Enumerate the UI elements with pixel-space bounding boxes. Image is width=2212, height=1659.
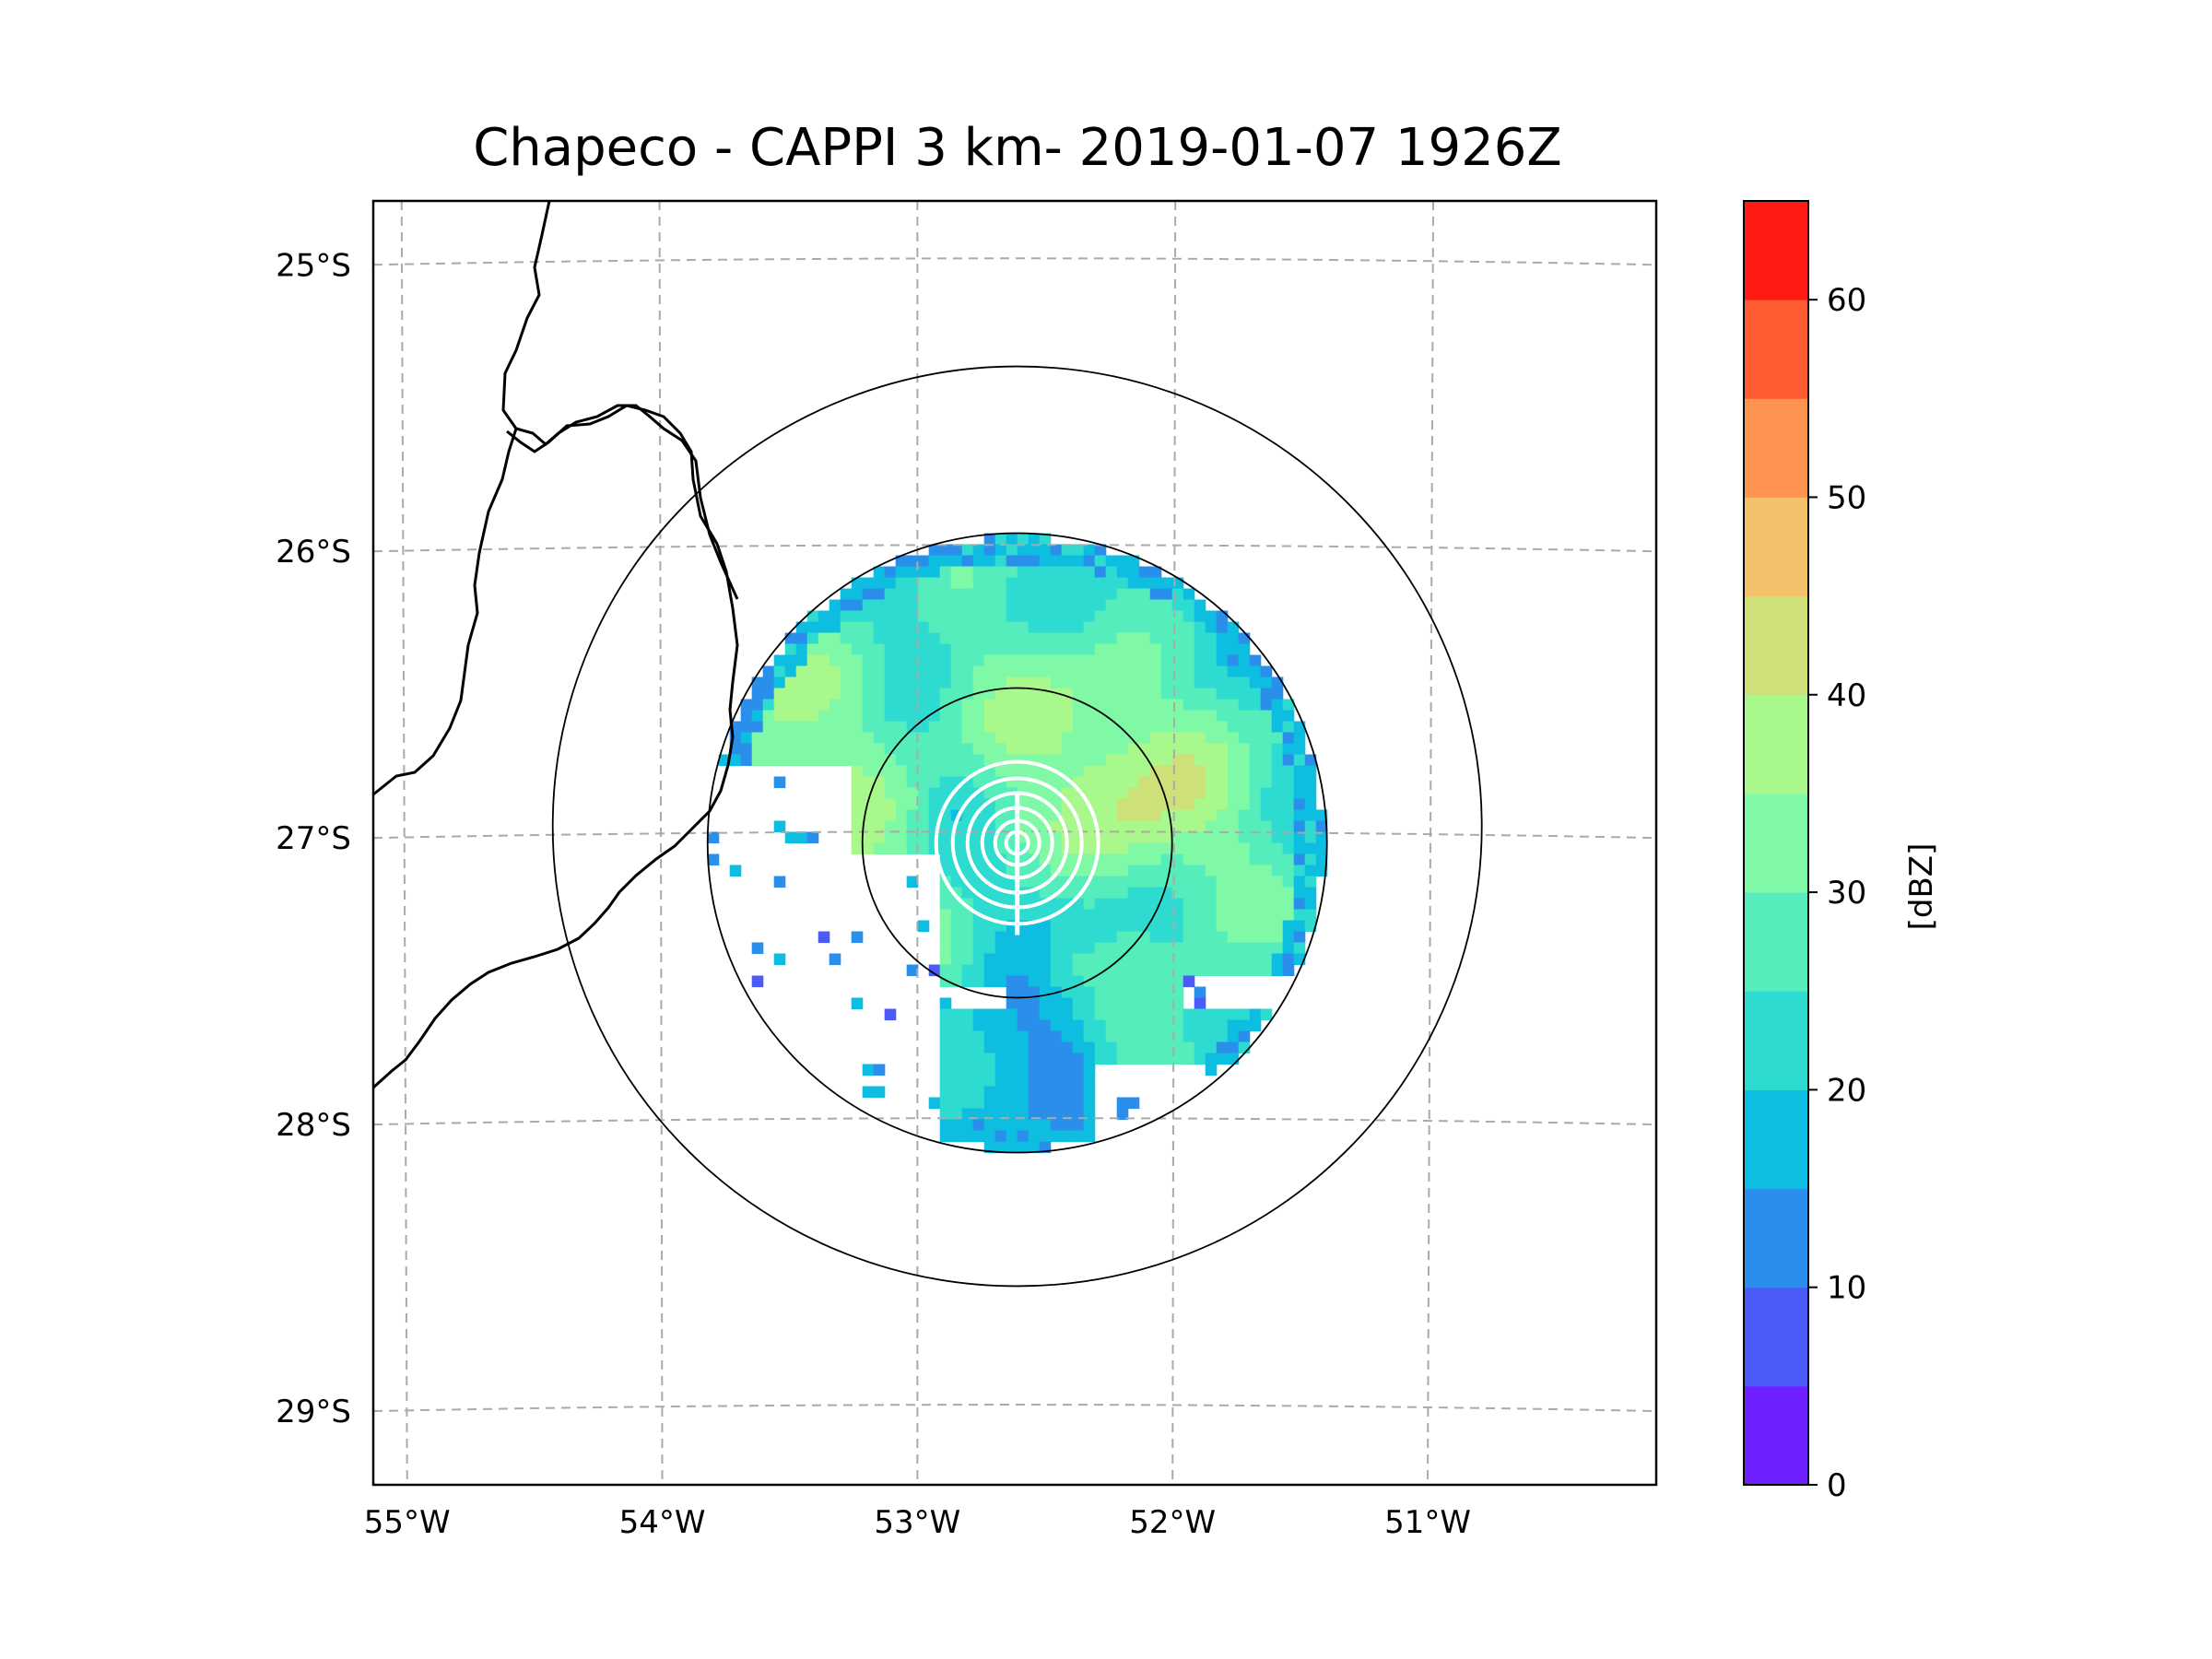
border-line-west [373, 201, 551, 796]
colorbar-band [1744, 1385, 1808, 1486]
x-tick-label: 52°W [1129, 1504, 1216, 1541]
colorbar-band [1744, 1188, 1808, 1288]
colorbar-band [1744, 991, 1808, 1090]
gridline-lon [658, 201, 664, 1485]
plot-frame [371, 199, 1658, 1487]
y-tick-label: 27°S [276, 820, 351, 857]
y-tick-label: 26°S [276, 534, 351, 571]
colorbar-band [1744, 398, 1808, 498]
y-tick-label: 29°S [276, 1394, 351, 1430]
colorbar-band [1744, 300, 1808, 399]
x-axis-ticks: 55°W 54°W 53°W 52°W 51°W [364, 1504, 1471, 1541]
colorbar-label: [dBZ] [1903, 843, 1940, 931]
x-tick-label: 51°W [1384, 1504, 1471, 1541]
gridline-lon [1171, 201, 1177, 1485]
x-tick-label: 55°W [364, 1504, 451, 1541]
colorbar-band [1744, 694, 1808, 794]
reflectivity-field [707, 533, 1328, 1154]
y-tick-label: 28°S [276, 1107, 351, 1144]
gridline-lat [373, 544, 1656, 553]
colorbar-band [1744, 892, 1808, 992]
colorbar-frame [1743, 200, 1809, 1486]
colorbar-band [1744, 793, 1808, 893]
colorbar-band [1744, 1287, 1808, 1387]
colorbar-band [1744, 497, 1808, 597]
gridline-lon [1427, 201, 1435, 1485]
y-tick-label: 25°S [276, 247, 351, 284]
colorbar: 0 10 20 30 40 50 60 [dBZ] [1743, 200, 1940, 1504]
colorbar-ticks: 0 10 20 30 40 50 60 [1808, 282, 1866, 1504]
colorbar-tick-label: 20 [1827, 1072, 1866, 1109]
gridline-lon [400, 201, 408, 1485]
colorbar-tick-label: 50 [1827, 479, 1866, 516]
range-rings [551, 365, 1483, 1288]
gridline-lat [373, 257, 1656, 266]
colorbar-band [1744, 595, 1808, 696]
range-ring [551, 365, 1483, 1288]
state-borders [373, 201, 739, 1089]
chart-title: Chapeco - CAPPI 3 km- 2019-01-07 1926Z [473, 118, 1562, 178]
gridline-lat [373, 1117, 1656, 1126]
colorbar-band [1744, 201, 1808, 300]
gridline-lat [373, 830, 1656, 840]
colorbar-band [1744, 1089, 1808, 1190]
plot-area [373, 201, 1656, 1485]
y-axis-ticks: 25°S 26°S 27°S 28°S 29°S [276, 247, 351, 1430]
range-ring [861, 687, 1173, 999]
x-tick-label: 53°W [874, 1504, 960, 1541]
colorbar-tick-label: 40 [1827, 677, 1866, 714]
x-tick-label: 54°W [619, 1504, 706, 1541]
colorbar-bands [1744, 201, 1808, 1486]
range-ring [706, 532, 1328, 1154]
colorbar-tick-label: 10 [1827, 1270, 1866, 1307]
colorbar-tick-label: 60 [1827, 282, 1866, 319]
border-line-pr [515, 404, 739, 600]
gridline-lat [373, 1404, 1656, 1413]
radar-site-rings [934, 759, 1100, 935]
gridlines [373, 201, 1656, 1485]
colorbar-tick-label: 30 [1827, 875, 1866, 912]
colorbar-tick-label: 0 [1827, 1467, 1847, 1504]
